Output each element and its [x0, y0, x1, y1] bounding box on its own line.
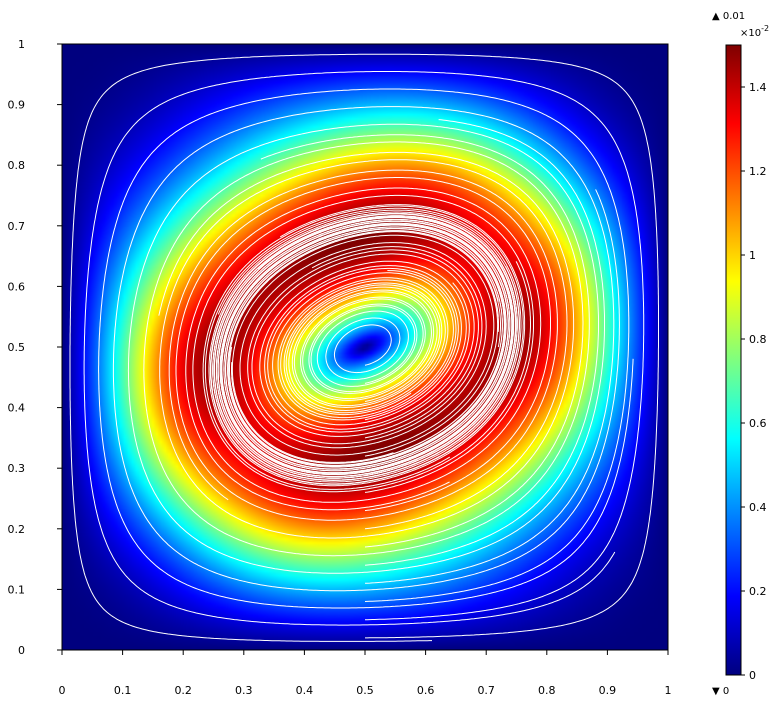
colorbar-rect: [725, 44, 742, 676]
x-tick-label: 0.4: [296, 684, 314, 697]
colorbar-tick-label: 0: [749, 669, 756, 682]
y-tick-label: 0.6: [8, 280, 26, 293]
velocity-field-image: [62, 44, 668, 650]
colorbar-tick-label: 1.4: [749, 81, 767, 94]
streamline: [210, 213, 516, 477]
streamline: [231, 234, 495, 463]
x-tick-label: 0.7: [477, 684, 495, 697]
colorbar-max-marker: ▲ 0.01: [712, 11, 745, 22]
y-tick-label: 0.5: [8, 341, 26, 354]
x-tick-label: 0.5: [356, 684, 374, 697]
streamline: [212, 215, 514, 475]
colorbar-tick-label: 1.2: [749, 165, 767, 178]
x-tick-label: 0.2: [174, 684, 192, 697]
x-tick-label: 0.8: [538, 684, 556, 697]
colorbar-multiplier: ×10-2: [740, 24, 769, 39]
streamline: [69, 53, 659, 642]
streamline: [213, 209, 520, 481]
colorbar-tick-label: 0.2: [749, 585, 767, 598]
x-tick-label: 0.6: [417, 684, 435, 697]
streamline: [283, 282, 443, 416]
streamline: [251, 246, 483, 445]
streamline: [185, 187, 542, 511]
y-tick-label: 0.9: [8, 99, 26, 112]
y-tick-label: 0.2: [8, 523, 26, 536]
colorbar-tick-label: 0.4: [749, 501, 767, 514]
colorbar-tick-label: 1: [749, 249, 756, 262]
colorbar-tick-label: 0.6: [749, 417, 767, 430]
x-tick-label: 0.9: [599, 684, 617, 697]
streamline: [98, 88, 634, 609]
y-axis: 0 0.1 0.2 0.3 0.4 0.5 0.6 0.7 0.8 0.9 1: [8, 38, 62, 657]
colorbar-multiplier-exponent: -2: [761, 24, 769, 33]
x-tick-label: 0.3: [235, 684, 253, 697]
x-axis: 0 0.1 0.2 0.3 0.4 0.5 0.6 0.7 0.8 0.9 1: [59, 650, 672, 697]
streamline: [208, 204, 526, 487]
streamline: [168, 169, 558, 521]
streamline: [83, 71, 645, 626]
colorbar-min-marker: ▼ 0: [712, 686, 729, 697]
streamline: [127, 119, 605, 574]
colorbar-multiplier-base: ×10: [740, 28, 761, 39]
x-tick-label: 0: [59, 684, 66, 697]
y-tick-label: 0: [18, 644, 25, 657]
colorbar-ticks: 0 0.2 0.4 0.6 0.8 1 1.2 1.4: [741, 81, 767, 682]
x-tick-label: 0.1: [114, 684, 132, 697]
y-tick-label: 0.8: [8, 159, 26, 172]
streamline: [112, 106, 620, 592]
y-tick-label: 0.3: [8, 462, 26, 475]
x-tick-label: 1: [665, 684, 672, 697]
colorbar: 0 0.2 0.4 0.6 0.8 1 1.2 1.4 ▲ 0.01 ×10-2 ▼ 0: [712, 11, 769, 697]
streamline: [143, 134, 590, 557]
y-tick-label: 0.7: [8, 220, 26, 233]
colorbar-tick-label: 0.8: [749, 333, 767, 346]
streamlines: [69, 53, 659, 642]
y-tick-label: 0.1: [8, 583, 26, 596]
streamline: [264, 265, 470, 433]
streamline: [158, 151, 575, 539]
y-tick-label: 0.4: [8, 402, 26, 415]
heatmap-area: [62, 44, 668, 650]
streamline: [277, 270, 457, 421]
y-tick-label: 1: [18, 38, 25, 51]
